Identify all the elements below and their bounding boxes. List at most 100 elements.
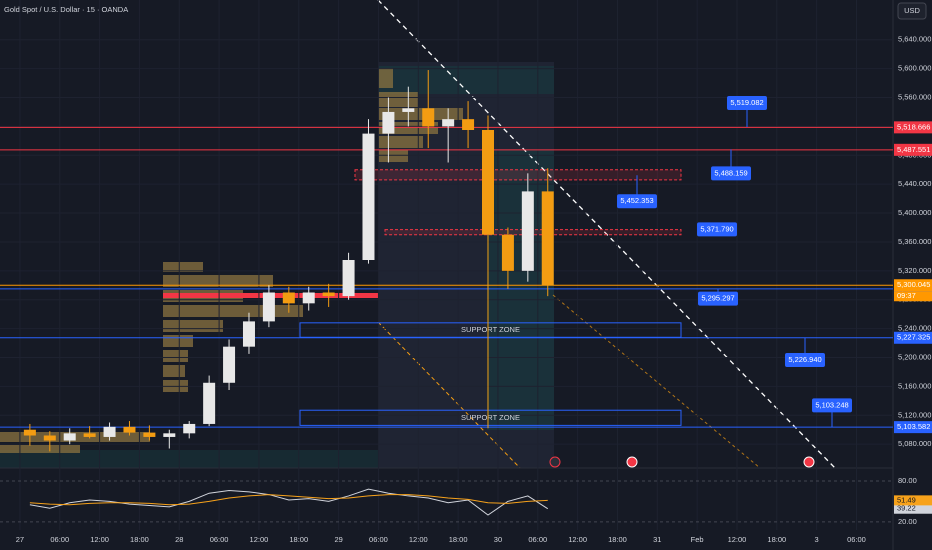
y-tick-label: 5,080.000: [898, 439, 931, 448]
level-line-label: 5,103.582: [897, 422, 930, 431]
candle-body: [481, 130, 494, 235]
candle-body: [203, 382, 216, 424]
candle-body: [83, 433, 96, 437]
candle-body: [501, 234, 514, 271]
candle-body: [223, 346, 236, 383]
x-tick-label: 29: [334, 535, 342, 544]
callout-label: 5,103.248: [815, 400, 848, 409]
rsi-line: [29, 494, 548, 506]
y-tick-label: 5,200.000: [898, 352, 931, 361]
candle-body: [302, 292, 315, 304]
callout-label: 5,452.353: [620, 196, 653, 205]
x-tick-label: 31: [653, 535, 661, 544]
callout-box: [697, 222, 737, 237]
channel-line: [552, 294, 761, 469]
candle-body: [143, 432, 156, 437]
x-tick-label: Feb: [691, 535, 704, 544]
candle-body: [521, 191, 534, 271]
x-tick-label: 3: [815, 535, 819, 544]
callout-box: [812, 398, 852, 413]
candle-body: [342, 260, 355, 297]
candle-body: [382, 111, 395, 134]
callout-box: [617, 194, 657, 209]
x-tick-label: 18:00: [289, 535, 308, 544]
candle-body: [23, 429, 36, 436]
last-price-tag: [894, 279, 932, 292]
zone-label: SUPPORT ZONE: [461, 325, 520, 334]
rsi-value-tag: [894, 503, 932, 514]
event-icon[interactable]: [626, 456, 638, 468]
trend-line: [377, 0, 836, 469]
candle-body: [63, 433, 76, 441]
candle-body: [123, 426, 136, 433]
level-line-tag: [894, 331, 932, 344]
y-tick-label: 5,240.000: [898, 324, 931, 333]
last-price-label: 5,300.045: [897, 280, 930, 289]
y-tick-label: 5,400.000: [898, 208, 931, 217]
currency[interactable]: USD: [904, 6, 920, 15]
countdown-tag: [894, 291, 932, 302]
x-tick-label: 30: [494, 535, 502, 544]
x-tick-label: 12:00: [90, 535, 109, 544]
event-icon[interactable]: [803, 456, 815, 468]
candle-body: [183, 423, 196, 434]
candle-body: [282, 292, 295, 304]
y-tick-label: 5,600.000: [898, 64, 931, 73]
y-tick-label: 5,440.000: [898, 179, 931, 188]
candle-body: [402, 108, 415, 112]
x-tick-label: 12:00: [568, 535, 587, 544]
y-tick-label: 5,560.000: [898, 92, 931, 101]
rsi-tick-label: 80.00: [898, 476, 917, 485]
level-line-tag: [894, 143, 932, 156]
callout-box: [711, 166, 751, 181]
candle-body: [262, 292, 275, 322]
candle-body: [442, 119, 455, 127]
x-tick-label: 12:00: [409, 535, 428, 544]
x-tick-label: 18:00: [130, 535, 149, 544]
candle-body: [322, 292, 335, 297]
candle-body: [242, 321, 255, 347]
y-tick-label: 5,120.000: [898, 410, 931, 419]
level-line-tag: [894, 121, 932, 134]
x-tick-label: 12:00: [728, 535, 747, 544]
x-tick-label: 18:00: [449, 535, 468, 544]
candle-body: [103, 426, 116, 437]
callout-label: 5,519.082: [730, 98, 763, 107]
candle-body: [462, 119, 475, 130]
x-tick-label: 12:00: [250, 535, 269, 544]
chart-title: Gold Spot / U.S. Dollar · 15 · OANDA: [4, 5, 128, 14]
candle-body: [422, 108, 435, 127]
candle-body: [163, 433, 176, 437]
y-tick-label: 5,320.000: [898, 266, 931, 275]
y-tick-label: 5,360.000: [898, 237, 931, 246]
level-line-tag: [894, 421, 932, 434]
candle-body: [541, 191, 554, 286]
callout-label: 5,295.297: [701, 294, 734, 303]
x-tick-label: 18:00: [767, 535, 786, 544]
x-tick-label: 06:00: [50, 535, 69, 544]
currency-button[interactable]: [897, 2, 927, 20]
callout-label: 5,488.159: [714, 168, 747, 177]
x-tick-label: 06:00: [210, 535, 229, 544]
x-tick-label: 27: [16, 535, 24, 544]
level-line-label: 5,227.325: [897, 333, 930, 342]
candle-body: [362, 133, 375, 260]
rsi-value-tag: [894, 495, 932, 506]
resistance-zone: [354, 169, 682, 181]
rsi-tick-label: 20.00: [898, 517, 917, 526]
y-tick-label: 5,160.000: [898, 381, 931, 390]
countdown: 09:37: [897, 291, 916, 300]
rsi-value-label: 51.49: [897, 495, 916, 504]
level-line-label: 5,518.666: [897, 122, 930, 131]
teal-shade: [378, 66, 554, 94]
level-line-label: 5,487.551: [897, 145, 930, 154]
support-zone: [299, 409, 682, 426]
event-icon[interactable]: [549, 456, 561, 468]
callout-box: [727, 96, 767, 111]
rsi-value-label: 39.22: [897, 504, 916, 513]
zone-label: SUPPORT ZONE: [461, 413, 520, 422]
y-tick-label: 5,640.000: [898, 35, 931, 44]
x-tick-label: 06:00: [369, 535, 388, 544]
teal-shade: [0, 450, 378, 468]
